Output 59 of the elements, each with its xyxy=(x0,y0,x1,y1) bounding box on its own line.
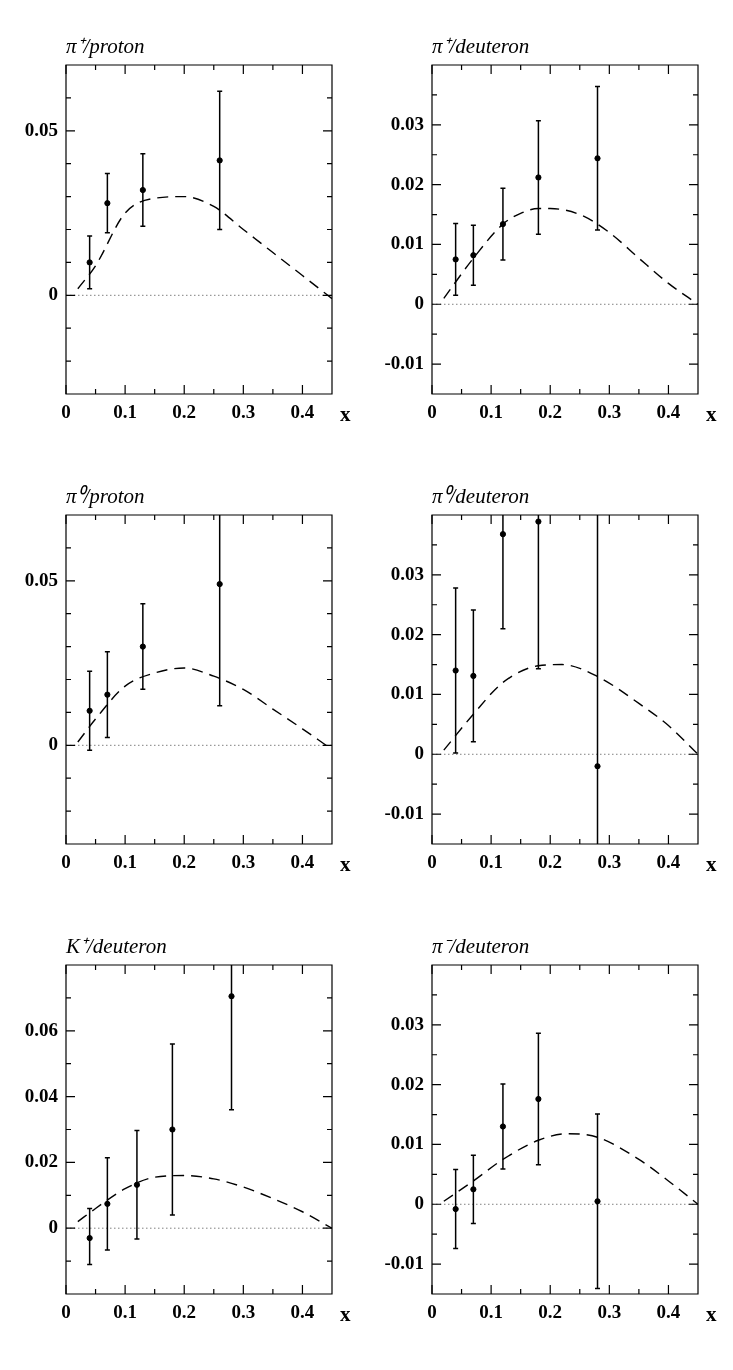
y-tick-label: 0.02 xyxy=(390,622,424,644)
y-tick-label: -0.01 xyxy=(384,1252,424,1273)
x-tick-label: 0.3 xyxy=(231,1301,256,1323)
y-tick-label: 0.02 xyxy=(390,172,424,194)
y-tick-label: 0.02 xyxy=(24,1150,58,1172)
chart-title: π⁺/deuteron xyxy=(432,34,530,58)
x-tick-label: 0.1 xyxy=(479,401,503,423)
x-tick-label: 0.1 xyxy=(113,851,137,873)
y-tick-label: 0 xyxy=(48,283,58,305)
x-tick-label: 0.4 xyxy=(656,401,681,423)
x-tick-label: 0.1 xyxy=(479,1301,503,1323)
y-tick-label: 0 xyxy=(414,1192,424,1214)
x-tick-label: 0.2 xyxy=(172,401,197,423)
x-axis-title: x xyxy=(340,402,351,427)
x-tick-label: 0.3 xyxy=(597,1301,622,1323)
chart-title: π⁺/proton xyxy=(66,34,145,58)
x-tick-label: 0.4 xyxy=(656,851,681,873)
chart-title: π⁰/deuteron xyxy=(432,484,530,508)
y-tick-label: 0.05 xyxy=(24,568,58,590)
y-tick-label: 0 xyxy=(48,733,58,755)
y-tick-label: 0.03 xyxy=(390,1012,424,1034)
x-axis-title: x xyxy=(706,402,717,427)
y-tick-label: 0.05 xyxy=(24,118,58,140)
y-tick-label: 0.06 xyxy=(24,1018,58,1040)
x-tick-label: 0.4 xyxy=(656,1301,681,1323)
x-tick-label: 0.4 xyxy=(290,401,315,423)
x-tick-label: 0.2 xyxy=(172,1301,197,1323)
chart-title: π⁻/deuteron xyxy=(432,934,530,958)
y-tick-label: 0.02 xyxy=(390,1072,424,1094)
y-tick-label: 0 xyxy=(414,292,424,314)
x-tick-label: 0.3 xyxy=(231,401,256,423)
chart-title: π⁰/proton xyxy=(66,484,145,508)
x-tick-label: 0.1 xyxy=(479,851,503,873)
x-tick-label: 0.1 xyxy=(113,1301,137,1323)
x-tick-label: 0.2 xyxy=(538,401,563,423)
x-tick-label: 0.1 xyxy=(113,401,137,423)
x-tick-label: 0.2 xyxy=(172,851,197,873)
x-tick-label: 0.2 xyxy=(538,1301,563,1323)
y-tick-label: 0.03 xyxy=(390,562,424,584)
x-tick-label: 0.2 xyxy=(538,851,563,873)
x-axis-title: x xyxy=(706,1302,717,1327)
y-tick-label: 0 xyxy=(414,742,424,764)
x-tick-label: 0.4 xyxy=(290,1301,315,1323)
x-tick-label: 0.3 xyxy=(597,851,622,873)
x-axis-title: x xyxy=(340,852,351,877)
x-tick-label: 0.3 xyxy=(597,401,622,423)
y-tick-label: 0.01 xyxy=(390,682,424,704)
y-tick-label: -0.01 xyxy=(384,802,424,823)
x-tick-label: 0.4 xyxy=(290,851,315,873)
chart-title: K⁺/deuteron xyxy=(65,934,167,958)
y-tick-label: 0.04 xyxy=(24,1084,59,1106)
y-tick-label: 0.01 xyxy=(390,232,424,254)
y-tick-label: 0.03 xyxy=(390,112,424,134)
y-tick-label: 0.01 xyxy=(390,1132,424,1154)
x-axis-title: x xyxy=(706,852,717,877)
x-tick-label: 0.3 xyxy=(231,851,256,873)
y-tick-label: -0.01 xyxy=(384,352,424,373)
x-axis-title: x xyxy=(340,1302,351,1327)
y-tick-label: 0 xyxy=(48,1216,58,1238)
